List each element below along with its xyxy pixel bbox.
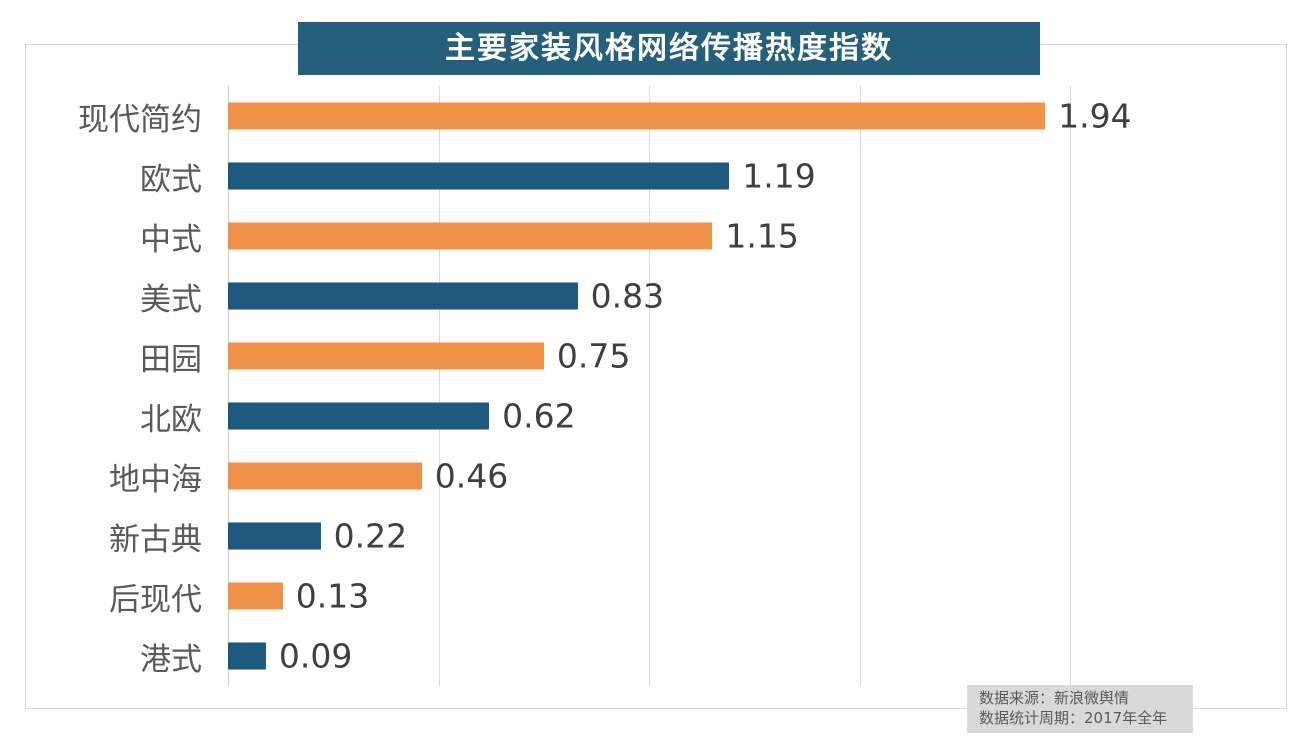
gridline	[859, 86, 861, 686]
plot-grid	[228, 86, 1281, 686]
value-label: 0.22	[333, 516, 408, 556]
category-label: 中式	[140, 221, 202, 258]
bar	[228, 162, 730, 190]
bar	[228, 642, 266, 670]
value-label: 1.94	[1058, 96, 1132, 136]
category-label: 北欧	[140, 401, 202, 438]
data-source-line: 数据来源：新浪微舆情	[979, 689, 1130, 707]
chart-title: 主要家装风格网络传播热度指数	[298, 22, 1040, 75]
bar	[228, 462, 422, 490]
bar-zone: 0.46	[228, 446, 1281, 506]
category-label: 美式	[140, 281, 202, 318]
value-label: 0.62	[502, 396, 576, 436]
bar-row: 新古典 0.22	[26, 506, 1281, 566]
data-period-line: 数据统计周期：2017年全年	[979, 709, 1168, 727]
category-label: 地中海	[109, 461, 202, 498]
bar	[228, 522, 321, 550]
bar-row: 现代简约 1.94	[26, 86, 1281, 146]
bar-zone: 0.13	[228, 566, 1281, 626]
bar-zone: 0.09	[228, 626, 1281, 686]
value-label: 1.19	[742, 156, 816, 196]
category-axis-line	[228, 86, 229, 686]
value-label: 0.46	[434, 456, 509, 496]
bar-row: 欧式 1.19	[26, 146, 1281, 206]
bar-zone: 0.62	[228, 386, 1281, 446]
category-label: 后现代	[109, 581, 202, 618]
bar-row: 田园 0.75	[26, 326, 1281, 386]
gridline	[649, 86, 651, 686]
gridline	[1070, 86, 1072, 686]
bar-row: 港式 0.09	[26, 626, 1281, 686]
bar	[228, 282, 578, 310]
bar-row: 中式 1.15	[26, 206, 1281, 266]
bar	[228, 102, 1046, 130]
bar	[228, 342, 544, 370]
chart-rows: 现代简约 1.94 欧式 1.19 中式 1.15 美式 0.83 田园 0.75 北欧 0.62 地中…	[26, 86, 1281, 686]
data-source-box: 数据来源：新浪微舆情 数据统计周期：2017年全年	[967, 685, 1193, 733]
bar-row: 地中海 0.46	[26, 446, 1281, 506]
value-label: 0.83	[590, 276, 665, 316]
bar-row: 后现代 0.13	[26, 566, 1281, 626]
bar-zone: 1.19	[228, 146, 1281, 206]
gridline	[438, 86, 440, 686]
bar-row: 北欧 0.62	[26, 386, 1281, 446]
category-label: 港式	[140, 641, 202, 678]
value-label: 0.09	[278, 636, 353, 676]
category-label: 现代简约	[78, 101, 202, 138]
bar-zone: 1.94	[228, 86, 1281, 146]
value-label: 1.15	[725, 216, 799, 256]
value-label: 0.13	[295, 576, 370, 616]
bar	[228, 222, 713, 250]
bar-row: 美式 0.83	[26, 266, 1281, 326]
bar-zone: 0.83	[228, 266, 1281, 326]
category-label: 新古典	[109, 521, 202, 558]
value-label: 0.75	[556, 336, 631, 376]
bar	[228, 402, 490, 430]
category-label: 田园	[140, 341, 202, 378]
bar-zone: 0.22	[228, 506, 1281, 566]
bar-zone: 1.15	[228, 206, 1281, 266]
category-label: 欧式	[140, 161, 202, 198]
bar	[228, 582, 283, 610]
bar-zone: 0.75	[228, 326, 1281, 386]
